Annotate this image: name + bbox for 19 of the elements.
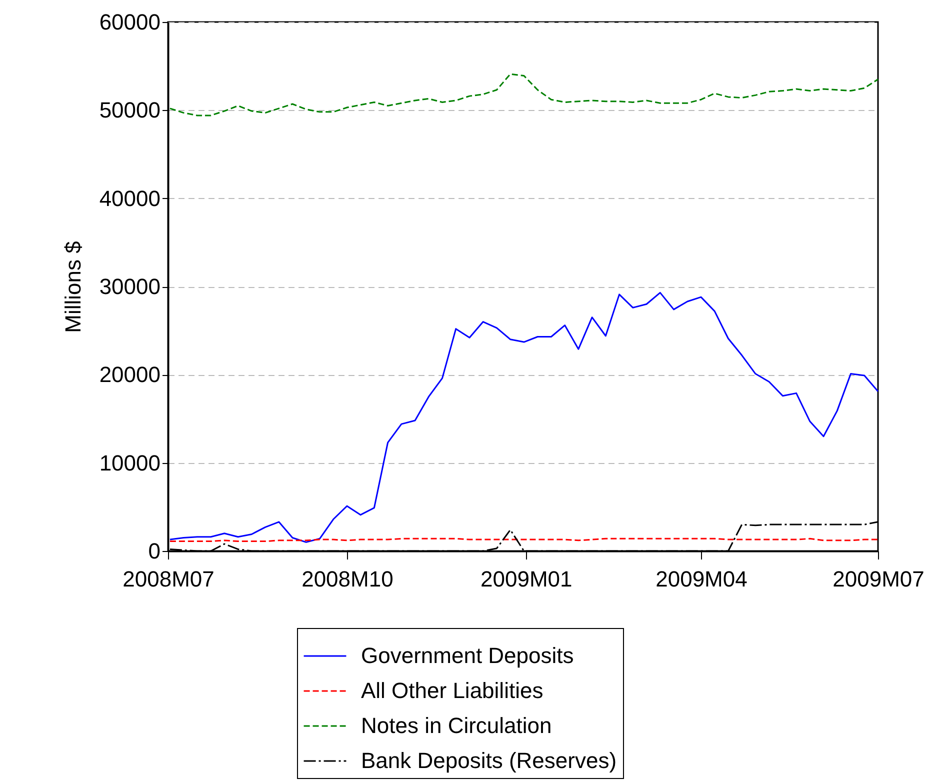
legend-label: Bank Deposits (Reserves) (361, 748, 617, 773)
y-tick-label: 20000 (99, 362, 160, 388)
y-tick-label: 30000 (99, 274, 160, 299)
legend-label: Government Deposits (361, 643, 574, 668)
y-axis-title: Millions $ (60, 241, 86, 333)
y-tick-label: 40000 (99, 186, 160, 211)
y-tick-label: 0 (148, 538, 160, 564)
y-tick-label: 50000 (99, 98, 160, 123)
y-tick-label: 60000 (99, 10, 160, 34)
x-tick-label: 2009M01 (480, 566, 572, 592)
line-series (169, 73, 879, 116)
x-tick-label: 2008M10 (302, 566, 394, 592)
line-series (169, 292, 879, 543)
x-tick-label: 2008M07 (122, 566, 214, 592)
x-tick-label: 2009M07 (832, 566, 924, 592)
legend-label: Notes in Circulation (361, 713, 552, 738)
y-tick-label: 10000 (99, 450, 160, 476)
x-tick-label: 2009M04 (656, 566, 748, 592)
legend-label: All Other Liabilities (361, 678, 544, 703)
